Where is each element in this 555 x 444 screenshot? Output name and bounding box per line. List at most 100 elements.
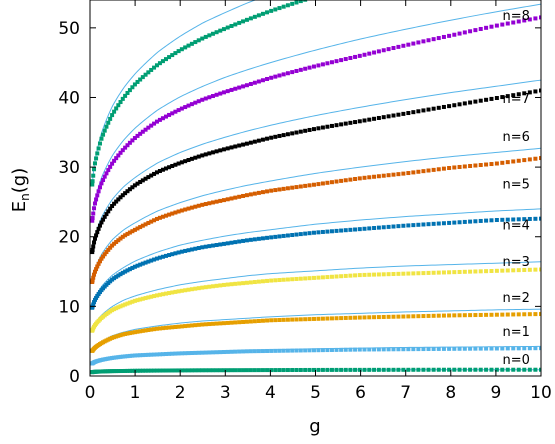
data-point (104, 171, 109, 176)
data-point (539, 267, 541, 272)
data-point (473, 99, 478, 104)
data-point (343, 228, 348, 233)
x-tick-label: 9 (490, 383, 501, 403)
data-point (362, 118, 367, 123)
data-point (478, 218, 483, 223)
data-point (138, 368, 143, 373)
data-point (489, 367, 494, 372)
data-point (135, 226, 140, 231)
data-point (411, 314, 416, 319)
data-point (353, 273, 358, 278)
data-point (114, 274, 119, 279)
data-point (157, 117, 162, 122)
data-point (265, 368, 270, 373)
data-point (376, 315, 381, 320)
data-point (114, 306, 119, 311)
data-point (244, 238, 249, 243)
data-point (406, 271, 411, 276)
data-point (307, 127, 312, 132)
data-point (154, 293, 159, 298)
data-point (149, 219, 154, 224)
data-point (123, 269, 128, 274)
data-point (237, 281, 242, 286)
data-point (118, 236, 123, 241)
y-tick-label: 30 (58, 158, 80, 178)
data-point (431, 37, 436, 42)
data-point (116, 273, 121, 278)
data-point (391, 46, 396, 51)
data-point (123, 302, 128, 307)
data-point (462, 346, 467, 351)
data-point (348, 55, 353, 60)
data-point (167, 291, 172, 296)
data-point (154, 326, 159, 331)
data-point (125, 331, 130, 336)
x-tick-label: 7 (400, 383, 411, 403)
data-point (200, 36, 205, 41)
data-point (294, 232, 299, 237)
data-point (118, 272, 123, 277)
data-point (130, 185, 135, 190)
data-point (118, 333, 123, 338)
data-point (203, 285, 208, 290)
data-point (160, 59, 165, 64)
data-point (102, 252, 107, 257)
data-point (125, 231, 130, 236)
data-point (229, 87, 234, 92)
data-point (329, 180, 334, 185)
curve-annotations: n=0 n=1 n=2 n=3 n=4 n=5 n=6 n=7 n=8 (502, 9, 529, 368)
data-point (233, 144, 238, 149)
data-point (112, 369, 117, 374)
data-point (120, 369, 125, 373)
data-point (411, 110, 416, 115)
data-point (533, 346, 538, 351)
data-point (468, 29, 473, 34)
data-point (468, 100, 473, 105)
y-tick-label: 40 (58, 88, 80, 108)
data-point (307, 65, 312, 70)
data-point (138, 353, 143, 358)
data-point (196, 368, 201, 373)
data-point (157, 352, 162, 357)
data-point (176, 108, 181, 113)
data-point (484, 346, 489, 351)
data-point (123, 233, 128, 238)
data-point (343, 367, 348, 372)
data-point (468, 346, 473, 351)
data-point (265, 189, 270, 194)
series-2-points (90, 312, 541, 353)
data-point (256, 349, 261, 354)
data-point (478, 367, 483, 372)
data-point (203, 96, 208, 101)
data-point (154, 368, 159, 373)
data-point (290, 348, 295, 353)
data-point (218, 198, 223, 203)
data-point (511, 20, 516, 25)
data-point (167, 325, 172, 330)
data-point (157, 169, 162, 174)
y-tick-label: 20 (58, 228, 80, 248)
data-point (218, 321, 223, 326)
data-point (154, 216, 159, 221)
data-point (160, 326, 165, 331)
data-point (138, 131, 143, 136)
data-point (285, 317, 290, 322)
data-point (91, 173, 96, 178)
data-point (329, 274, 334, 279)
data-point (329, 316, 334, 321)
data-point (143, 352, 148, 357)
data-point (436, 36, 441, 41)
data-point (348, 367, 353, 372)
data-point (334, 316, 339, 321)
data-point (160, 254, 165, 259)
data-point (522, 312, 527, 317)
data-point (527, 90, 532, 95)
data-point (99, 136, 104, 141)
data-point (311, 316, 316, 321)
data-point (210, 94, 215, 99)
data-point (244, 83, 249, 88)
data-point (229, 145, 234, 150)
data-point (411, 367, 416, 372)
data-point (221, 27, 226, 32)
data-point (125, 368, 130, 373)
